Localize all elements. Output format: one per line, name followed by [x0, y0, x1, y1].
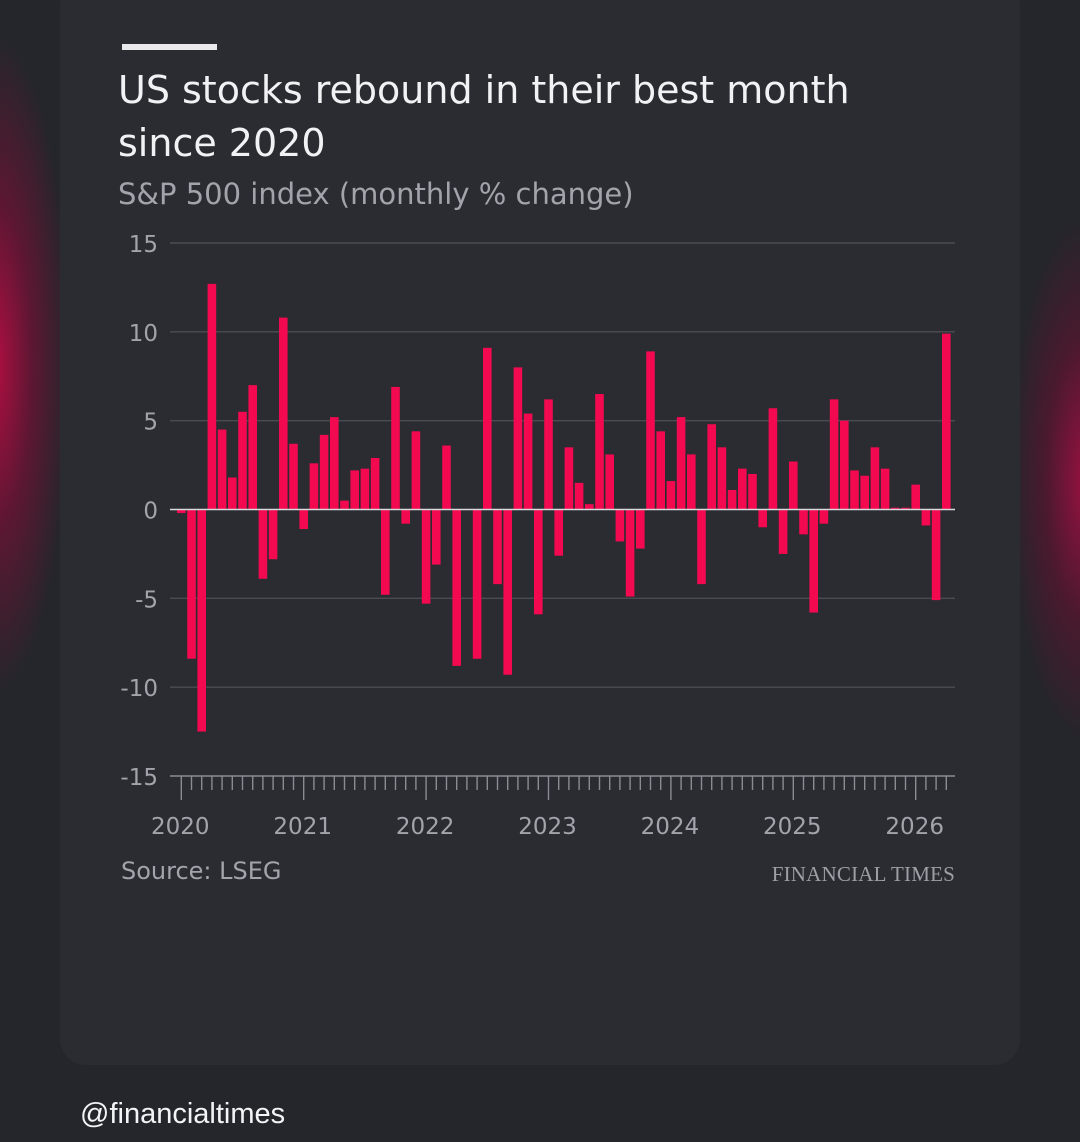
bar-2023-04: [574, 482, 584, 510]
bar-2023-11: [646, 351, 655, 510]
bar-2021-10: [391, 386, 400, 510]
bar-2020-08: [248, 385, 257, 510]
y-tick-label: 5: [143, 410, 158, 436]
y-tick-label: -15: [120, 765, 158, 791]
bar-2026-01: [911, 484, 920, 510]
bar-2021-07: [360, 468, 370, 510]
bar-2025-10: [880, 468, 890, 510]
bar-2023-12: [656, 431, 665, 510]
chart-subtitle: S&P 500 index (monthly % change): [118, 177, 634, 211]
bar-2024-01: [666, 481, 676, 510]
bar-2022-01: [421, 509, 431, 604]
bar-2021-03: [319, 434, 329, 510]
bar-2020-06: [228, 477, 237, 510]
bar-2020-07: [238, 411, 247, 510]
x-tick-label: 2026: [885, 814, 944, 840]
bar-2022-12: [534, 509, 543, 615]
bar-2026-04: [942, 333, 951, 510]
social-handle: @financialtimes: [80, 1098, 286, 1130]
bar-2024-02: [676, 417, 686, 510]
bar-2021-12: [411, 431, 421, 510]
source-note: Source: LSEG: [121, 857, 282, 885]
bar-2025-06: [840, 420, 849, 510]
bar-2020-04: [207, 283, 217, 510]
bar-2020-02: [187, 509, 196, 659]
bar-2020-10: [268, 509, 278, 560]
bar-2026-03: [931, 509, 941, 601]
x-tick-label: 2022: [396, 814, 455, 840]
bar-2023-08: [615, 509, 625, 542]
bar-2020-01: [177, 509, 186, 514]
bar-2024-09: [748, 473, 757, 510]
bar-2020-11: [279, 317, 288, 510]
bar-2020-09: [258, 509, 268, 579]
background-glow-left: [0, 40, 70, 690]
x-tick-label: 2021: [273, 814, 332, 840]
bar-2024-03: [687, 454, 696, 510]
bar-2023-03: [564, 447, 574, 510]
bar-2024-05: [707, 424, 716, 510]
x-tick-label: 2020: [151, 814, 210, 840]
bar-2025-09: [870, 447, 880, 510]
bar-2021-09: [381, 509, 390, 595]
bar-2022-11: [523, 413, 533, 510]
bar-2024-07: [727, 489, 737, 510]
bar-2025-05: [829, 399, 839, 510]
bar-2023-01: [544, 399, 553, 510]
bar-2021-05: [340, 500, 349, 510]
background-glow-right: [1010, 220, 1080, 740]
bar-2024-06: [717, 447, 727, 510]
bar-2021-02: [309, 463, 319, 510]
bar-2024-11: [768, 408, 778, 510]
bar-2020-03: [197, 509, 206, 732]
bar-2022-03: [442, 445, 451, 510]
bar-2024-10: [758, 509, 767, 528]
bar-2023-02: [554, 509, 563, 556]
bar-2020-12: [289, 443, 298, 510]
bar-2024-04: [697, 509, 706, 585]
bar-2022-08: [493, 509, 502, 585]
bar-2021-01: [299, 509, 308, 530]
x-tick-label: 2025: [763, 814, 822, 840]
bar-2021-04: [330, 417, 339, 510]
bar-2021-06: [350, 470, 359, 510]
bar-2024-12: [778, 509, 788, 554]
bar-2023-07: [605, 454, 614, 510]
bar-2025-02: [799, 509, 808, 535]
y-tick-label: 15: [129, 232, 158, 258]
x-tick-label: 2024: [641, 814, 700, 840]
bar-2025-04: [819, 509, 829, 524]
brand-wordmark: FINANCIAL TIMES: [771, 862, 955, 886]
bar-2020-05: [217, 429, 227, 510]
chart-title: US stocks rebound in their best month si…: [118, 68, 850, 165]
bar-2022-02: [432, 509, 441, 565]
bar-2023-06: [595, 394, 604, 510]
bar-2025-12: [901, 507, 910, 510]
bar-2025-08: [860, 475, 869, 510]
bar-2022-10: [513, 367, 523, 510]
bar-2025-01: [789, 461, 798, 510]
y-tick-label: 0: [143, 499, 158, 525]
title-accent-rule: [122, 44, 217, 50]
y-tick-label: 10: [129, 321, 158, 347]
bar-2025-11: [891, 507, 900, 510]
bar-2022-06: [472, 509, 482, 659]
bar-2021-08: [370, 457, 380, 510]
bar-2025-03: [809, 509, 818, 613]
bar-2023-10: [636, 509, 645, 549]
bar-2021-11: [401, 509, 410, 524]
bar-2022-04: [452, 509, 461, 666]
bar-2024-08: [738, 468, 747, 510]
x-tick-label: 2023: [518, 814, 577, 840]
y-tick-label: -10: [120, 676, 158, 702]
bar-2022-07: [483, 347, 492, 510]
bar-2026-02: [921, 509, 931, 526]
bar-2022-09: [503, 509, 512, 675]
bar-2023-09: [625, 509, 635, 597]
bar-2023-05: [585, 504, 594, 510]
bar-2025-07: [850, 470, 859, 510]
y-tick-label: -5: [135, 587, 158, 613]
